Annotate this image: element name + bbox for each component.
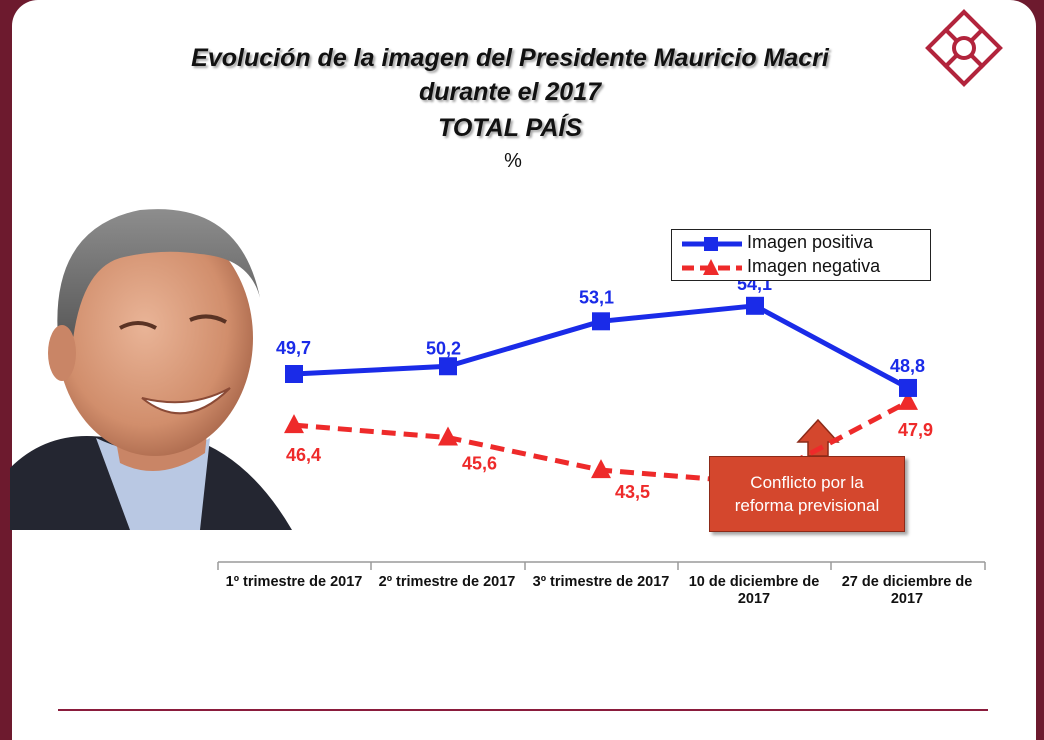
data-point-negative xyxy=(284,414,304,434)
data-label-positive: 48,8 xyxy=(890,356,925,376)
legend-item-negative: Imagen negativa xyxy=(672,256,930,280)
data-label-positive: 50,2 xyxy=(426,338,461,358)
legend-marker-square-icon xyxy=(682,237,742,251)
diamond-lattice-logo-icon xyxy=(925,9,1003,87)
chart-legend: Imagen positiva Imagen negativa xyxy=(671,229,931,281)
legend-item-positive: Imagen positiva xyxy=(672,232,930,256)
data-point-positive xyxy=(285,365,303,383)
data-point-positive xyxy=(899,378,917,397)
x-tick-label: 27 de diciembre de 2017 xyxy=(841,574,973,607)
data-label-negative: 47,9 xyxy=(898,420,933,440)
data-point-positive xyxy=(439,357,457,376)
data-point-negative xyxy=(898,390,918,410)
x-tick-label: 10 de diciembre de 2017 xyxy=(688,574,820,607)
footer-divider xyxy=(58,709,988,711)
data-point-positive xyxy=(746,296,764,315)
legend-label-positive: Imagen positiva xyxy=(747,232,874,252)
data-label-positive: 49,7 xyxy=(276,338,311,358)
data-point-positive xyxy=(592,312,610,331)
data-point-negative xyxy=(438,426,458,446)
x-tick-label: 1º trimestre de 2017 xyxy=(225,574,363,590)
annotation-callout: Conflicto por la reforma previsional xyxy=(709,456,905,532)
chart-title-line-1: Evolución de la imagen del Presidente Ma… xyxy=(191,44,829,72)
data-label-negative: 43,5 xyxy=(615,482,650,502)
data-label-negative: 45,6 xyxy=(462,454,497,474)
chart-title-line-2: durante el 2017 xyxy=(418,78,602,106)
unit-label: % xyxy=(504,150,522,172)
data-label-negative: 46,4 xyxy=(286,445,321,465)
data-point-negative xyxy=(591,459,611,479)
legend-label-negative: Imagen negativa xyxy=(747,256,881,276)
chart-title-line-3: TOTAL PAÍS xyxy=(438,114,582,142)
x-tick-label: 3º trimestre de 2017 xyxy=(532,574,670,590)
data-label-positive: 53,1 xyxy=(579,287,614,307)
x-tick-label: 2º trimestre de 2017 xyxy=(378,574,516,590)
annotation-text: Conflicto por la reforma previsional xyxy=(734,473,880,515)
portrait-photo xyxy=(10,209,292,530)
legend-marker-triangle-icon xyxy=(682,259,742,275)
